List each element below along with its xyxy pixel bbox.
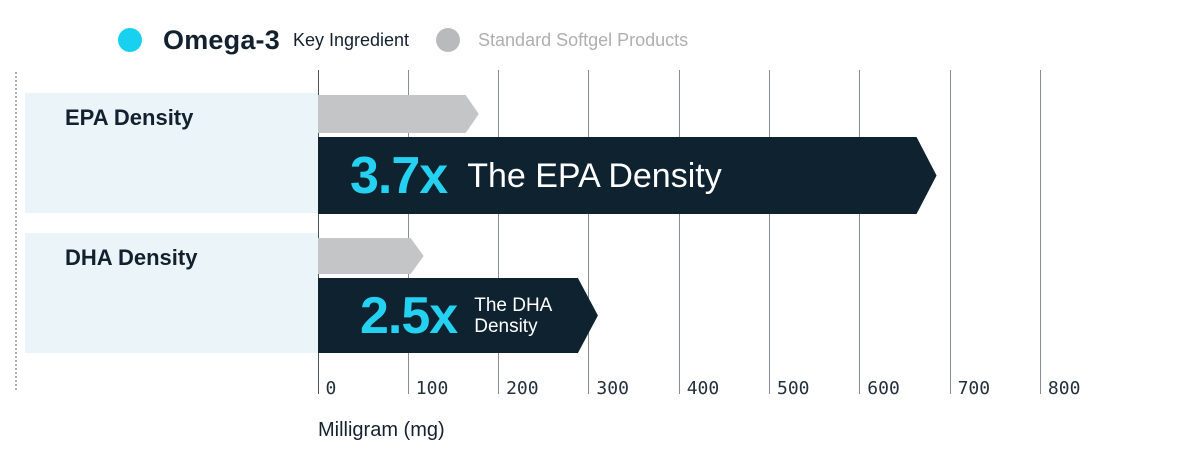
omega3-legend-dot [118,28,142,52]
dha-row-label: DHA Density [65,245,198,270]
x-tick-500: 500 [777,378,810,399]
epa-multiplier: 3.7x [350,146,448,205]
dha-standard-bar [318,238,424,274]
x-tick-0: 0 [325,378,337,399]
x-tick-800: 800 [1047,378,1081,399]
dha-caption: The DHA Density [474,294,552,337]
omega3-legend-sublabel: Key Ingredient [292,29,410,50]
epa-caption: The EPA Density [467,156,722,195]
dha-multiplier: 2.5x [360,286,458,345]
epa-omega3-bar: 3.7x The EPA Density [318,137,937,214]
left-axis-dotted-line [15,72,17,390]
x-tick-200: 200 [506,378,539,399]
gridline-700 [949,70,951,394]
dha-row-background [25,233,318,353]
gridline-600 [859,70,861,394]
epa-standard-bar [318,95,479,133]
gridline-400 [678,70,680,394]
legend: Omega-3 Key Ingredient Standard Softgel … [118,22,688,58]
gridline-300 [588,70,590,394]
standard-legend-dot [436,28,461,52]
x-tick-400: 400 [686,378,720,399]
x-axis-title: Milligram (mg) [318,419,445,441]
epa-row-label: EPA Density [65,105,194,130]
x-tick-100: 100 [415,378,449,399]
standard-legend-label: Standard Softgel Products [478,29,689,50]
omega3-legend-label: Omega-3 [163,24,280,55]
dha-omega3-bar: 2.5x The DHA Density [318,278,598,353]
gridline-800 [1039,70,1041,394]
x-tick-300: 300 [596,378,629,399]
gridline-500 [769,70,770,394]
epa-row-background [25,93,318,213]
x-tick-700: 700 [957,378,991,399]
x-tick-600: 600 [867,378,900,399]
gridline-200 [498,70,500,394]
gridline-100 [407,70,409,394]
gridline-0 [317,70,319,394]
